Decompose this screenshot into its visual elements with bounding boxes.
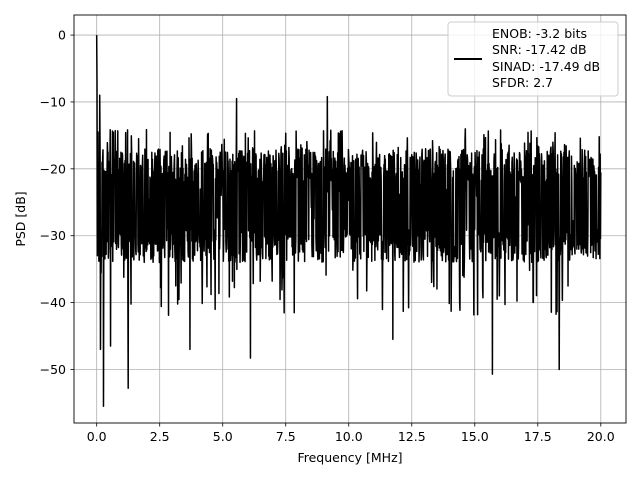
series-group <box>95 35 602 408</box>
legend-entry-enob: ENOB: -3.2 bits <box>492 26 587 41</box>
x-tick-label: 5.0 <box>213 429 233 444</box>
y-tick-label: −30 <box>40 228 66 243</box>
x-tick-label: 0.0 <box>87 429 107 444</box>
y-tick-label: −20 <box>40 161 66 176</box>
psd-series-line <box>95 35 602 408</box>
x-tick-label: 2.5 <box>150 429 170 444</box>
x-tick-label: 10.0 <box>335 429 363 444</box>
x-tick-label: 20.0 <box>587 429 615 444</box>
legend-entry-sinad: SINAD: -17.49 dB <box>492 59 600 74</box>
plot-frame <box>73 14 627 424</box>
x-tick-label: 12.5 <box>398 429 426 444</box>
y-tick-label: −50 <box>40 362 66 377</box>
x-tick-label: 15.0 <box>461 429 489 444</box>
legend-entry-sfdr: SFDR: 2.7 <box>492 75 553 90</box>
y-tick-label: 0 <box>58 28 66 43</box>
x-tick-label: 7.5 <box>276 429 296 444</box>
x-axis-label: Frequency [MHz] <box>297 450 402 465</box>
x-ticks: 0.0 2.5 5.0 7.5 10.0 12.5 15.0 17.5 20.0 <box>87 423 615 444</box>
y-axis-label: PSD [dB] <box>13 191 28 246</box>
y-tick-label: −10 <box>40 94 66 109</box>
legend-entry-snr: SNR: -17.42 dB <box>492 42 587 57</box>
legend: ENOB: -3.2 bits SNR: -17.42 dB SINAD: -1… <box>447 21 619 97</box>
y-tick-label: −40 <box>40 295 66 310</box>
x-tick-label: 17.5 <box>524 429 552 444</box>
y-ticks: 0 −10 −20 −30 −40 −50 <box>40 28 74 377</box>
legend-box <box>447 21 619 97</box>
